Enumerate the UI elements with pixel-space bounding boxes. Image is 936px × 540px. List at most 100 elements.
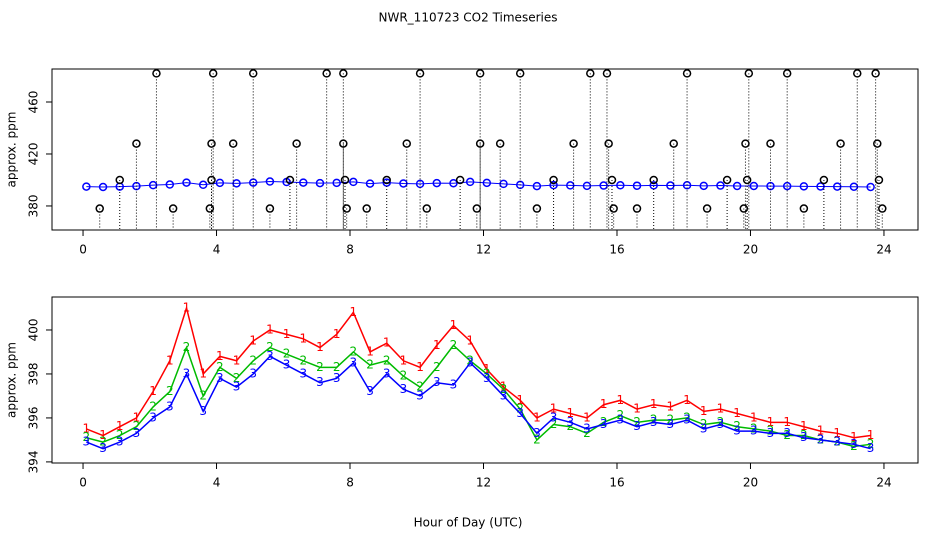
point-marker: 3 [483, 371, 491, 385]
point-marker: 3 [216, 371, 224, 385]
point [422, 204, 432, 213]
point-marker: 3 [316, 375, 324, 389]
point-marker: 3 [266, 349, 274, 363]
point [836, 139, 845, 148]
point-marker: 2 [466, 353, 474, 367]
x-tick-label: 24 [876, 243, 891, 257]
point-marker: 2 [316, 360, 324, 374]
point [265, 177, 275, 186]
point-marker: 2 [617, 408, 625, 422]
point-marker: 3 [817, 432, 825, 446]
point [322, 69, 331, 78]
point [365, 179, 375, 188]
point-marker: 2 [83, 430, 91, 444]
x-tick-label: 20 [743, 243, 758, 257]
y-tick-label: 396 [27, 406, 41, 429]
point-marker: 2 [99, 435, 107, 449]
point-marker: 2 [283, 347, 291, 361]
point [340, 175, 350, 185]
point-marker: 1 [633, 402, 641, 416]
point-marker: 3 [249, 366, 257, 380]
x-tick-label: 16 [609, 243, 624, 257]
y-tick-label: 420 [27, 143, 41, 166]
point-marker: 1 [199, 366, 207, 380]
point [115, 175, 124, 185]
point [744, 69, 754, 78]
point-marker: 1 [400, 353, 408, 367]
point-marker: 2 [783, 428, 791, 442]
point-marker: 3 [533, 426, 541, 440]
series-line [86, 355, 871, 450]
point [98, 182, 108, 192]
point [749, 181, 759, 191]
point [799, 204, 809, 213]
point-marker: 2 [199, 388, 207, 402]
point [586, 69, 595, 78]
x-tick-label: 4 [213, 476, 221, 490]
point [82, 182, 91, 191]
point [549, 180, 558, 190]
y-axis-label: approx. ppm [5, 342, 19, 418]
point-marker: 1 [266, 322, 274, 336]
x-axis-label: Hour of Day (UTC) [414, 516, 523, 530]
point-marker: 3 [600, 417, 608, 431]
point-marker: 2 [683, 410, 691, 424]
point-marker: 2 [800, 428, 808, 442]
point-marker: 3 [166, 399, 174, 413]
point [198, 180, 208, 190]
point [495, 139, 505, 148]
point [382, 175, 391, 185]
point-marker: 3 [783, 426, 791, 440]
point [799, 182, 809, 191]
point-marker: 1 [700, 404, 708, 418]
point [339, 69, 348, 78]
point-marker: 1 [667, 399, 675, 413]
point [602, 69, 612, 78]
series-line [86, 344, 871, 448]
point-marker: 1 [550, 402, 558, 416]
x-tick-label: 8 [346, 243, 354, 257]
point-marker: 1 [83, 421, 91, 435]
point-marker: 2 [733, 419, 741, 433]
point-marker: 1 [516, 393, 524, 407]
point [285, 175, 295, 185]
point [95, 204, 104, 213]
point [432, 178, 442, 188]
point-marker: 3 [717, 417, 725, 431]
point [582, 181, 592, 191]
point-marker: 3 [583, 421, 591, 435]
point-marker: 1 [817, 424, 825, 438]
point-marker: 2 [767, 424, 775, 438]
point [742, 175, 752, 185]
point-marker: 3 [633, 419, 641, 433]
point [402, 139, 411, 148]
point-marker: 3 [750, 424, 758, 438]
point-marker: 3 [867, 441, 875, 455]
point-marker: 1 [500, 380, 508, 394]
point-marker: 1 [233, 353, 241, 367]
point [569, 139, 578, 148]
point-marker: 2 [433, 360, 441, 374]
point [716, 181, 725, 190]
point [339, 139, 348, 148]
x-tick-label: 4 [213, 243, 221, 257]
point [132, 139, 141, 148]
point [599, 181, 608, 190]
point [207, 139, 216, 148]
point-marker: 3 [199, 404, 207, 418]
point-marker: 3 [283, 358, 291, 372]
point [292, 139, 301, 148]
point-marker: 2 [533, 432, 541, 446]
point [315, 178, 325, 188]
point-marker: 1 [116, 419, 124, 433]
point [207, 175, 216, 185]
point-marker: 3 [833, 435, 841, 449]
point [819, 175, 829, 185]
point-marker: 2 [850, 439, 858, 453]
point-marker: 2 [299, 353, 307, 367]
point-marker: 1 [750, 410, 758, 424]
point-marker: 2 [516, 402, 524, 416]
point [165, 180, 175, 189]
point-marker: 2 [350, 344, 358, 358]
